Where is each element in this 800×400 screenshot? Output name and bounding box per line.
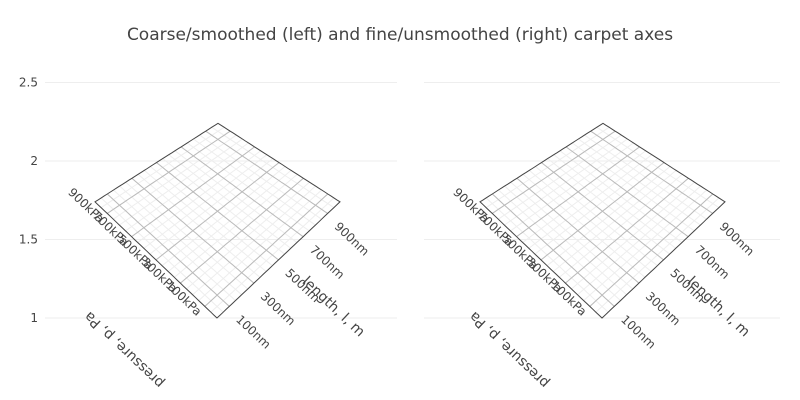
b-major-gridline xyxy=(180,146,304,238)
y-tick-label: 2.5 xyxy=(19,76,38,90)
b-major-gridline xyxy=(491,193,615,307)
b-tick-label: 300nm xyxy=(643,289,683,328)
b-axis-title: length, l, m xyxy=(684,274,753,341)
a-axis-title: pressure, p, Pa xyxy=(466,308,552,391)
y-gridlines-right xyxy=(424,82,780,319)
b-major-gridline xyxy=(131,177,255,284)
a-tick-label: 900kPa xyxy=(450,185,491,225)
b-tick-label: 900nm xyxy=(717,219,757,258)
y-gridlines-left xyxy=(45,82,397,319)
carpet-left: 100kPa300kPa500kPa700kPa900kPa100nm300nm… xyxy=(65,122,372,391)
carpet-boundary xyxy=(94,122,341,319)
b-major-gridline xyxy=(156,162,279,261)
b-major-gridline xyxy=(541,162,664,261)
y-tick-label: 2 xyxy=(30,154,38,168)
b-tick-label: 300nm xyxy=(258,289,298,328)
b-axis-title: length, l, m xyxy=(299,274,368,341)
y-tick-label: 1 xyxy=(30,311,38,325)
b-tick-label: 900nm xyxy=(332,219,372,258)
a-tick-label: 900kPa xyxy=(65,185,106,225)
y-tick-label: 1.5 xyxy=(19,233,38,247)
b-major-gridline xyxy=(590,130,713,214)
y-axis-ticks: 1 1.5 2 2.5 xyxy=(19,76,38,326)
carpet-boundary xyxy=(479,122,726,319)
carpet-right: 100kPa300kPa500kPa700kPa900kPa100nm300nm… xyxy=(450,122,757,391)
b-major-gridline xyxy=(205,130,328,214)
chart-title: Coarse/smoothed (left) and fine/unsmooth… xyxy=(127,25,673,45)
b-major-gridline xyxy=(106,193,230,307)
b-major-gridline xyxy=(565,146,689,238)
b-major-gridline xyxy=(516,177,640,284)
a-axis-title: pressure, p, Pa xyxy=(81,308,167,391)
